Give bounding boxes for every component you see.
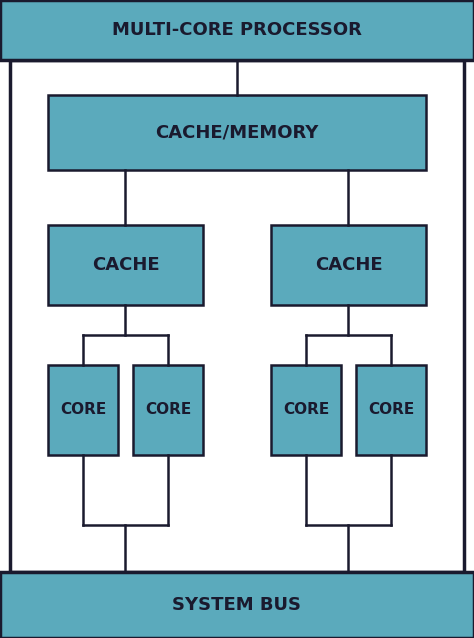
Bar	[133, 365, 203, 455]
Bar	[48, 95, 426, 170]
Bar	[271, 365, 341, 455]
Bar	[0, 0, 474, 60]
Bar	[10, 60, 464, 572]
Text: MULTI-CORE PROCESSOR: MULTI-CORE PROCESSOR	[112, 21, 362, 39]
Bar	[48, 365, 118, 455]
Bar	[0, 572, 474, 638]
Text: CORE: CORE	[60, 403, 106, 417]
Text: CORE: CORE	[145, 403, 191, 417]
Text: CACHE/MEMORY: CACHE/MEMORY	[155, 124, 319, 142]
Text: CORE: CORE	[283, 403, 329, 417]
Text: CACHE: CACHE	[315, 256, 383, 274]
Text: SYSTEM BUS: SYSTEM BUS	[173, 596, 301, 614]
Text: CACHE: CACHE	[91, 256, 159, 274]
Text: CORE: CORE	[368, 403, 414, 417]
Bar	[356, 365, 426, 455]
Bar	[48, 225, 203, 305]
Bar	[271, 225, 426, 305]
